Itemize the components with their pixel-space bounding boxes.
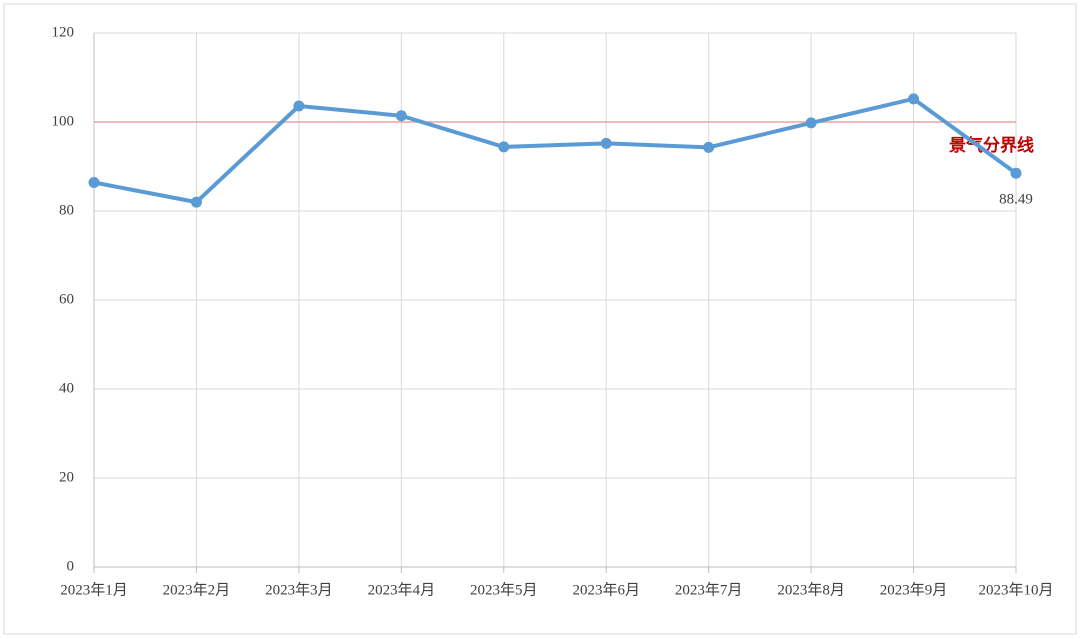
x-tick-label: 2023年7月 bbox=[675, 581, 743, 598]
x-tick-label: 2023年3月 bbox=[265, 581, 333, 598]
data-label: 88.49 bbox=[999, 192, 1033, 208]
y-tick-label: 0 bbox=[67, 558, 75, 574]
x-tick-label: 2023年9月 bbox=[880, 581, 948, 598]
x-tick-label: 2023年10月 bbox=[978, 581, 1053, 598]
y-tick-label: 60 bbox=[59, 291, 74, 307]
x-tick-label: 2023年1月 bbox=[60, 581, 128, 598]
point bbox=[805, 117, 817, 129]
y-tick-label: 20 bbox=[59, 469, 74, 485]
reference-label: 景气分界线 bbox=[949, 135, 1034, 155]
point bbox=[395, 110, 407, 122]
y-tick-label: 40 bbox=[59, 380, 74, 396]
x-tick-label: 2023年4月 bbox=[368, 581, 436, 598]
point bbox=[88, 177, 100, 189]
y-tick-label: 120 bbox=[52, 24, 75, 40]
point bbox=[703, 141, 715, 153]
y-tick-label: 80 bbox=[59, 202, 74, 218]
point bbox=[908, 93, 920, 105]
point bbox=[1010, 167, 1022, 179]
chart-frame bbox=[3, 3, 1077, 635]
x-tick-label: 2023年6月 bbox=[572, 581, 640, 598]
point bbox=[293, 100, 305, 112]
x-tick-label: 2023年2月 bbox=[163, 581, 231, 598]
y-tick-label: 100 bbox=[52, 113, 75, 129]
x-tick-label: 2023年8月 bbox=[777, 581, 845, 598]
point bbox=[600, 137, 612, 149]
point bbox=[190, 196, 202, 208]
point bbox=[498, 141, 510, 153]
series-line bbox=[93, 96, 1018, 205]
x-tick-label: 2023年5月 bbox=[470, 581, 538, 598]
